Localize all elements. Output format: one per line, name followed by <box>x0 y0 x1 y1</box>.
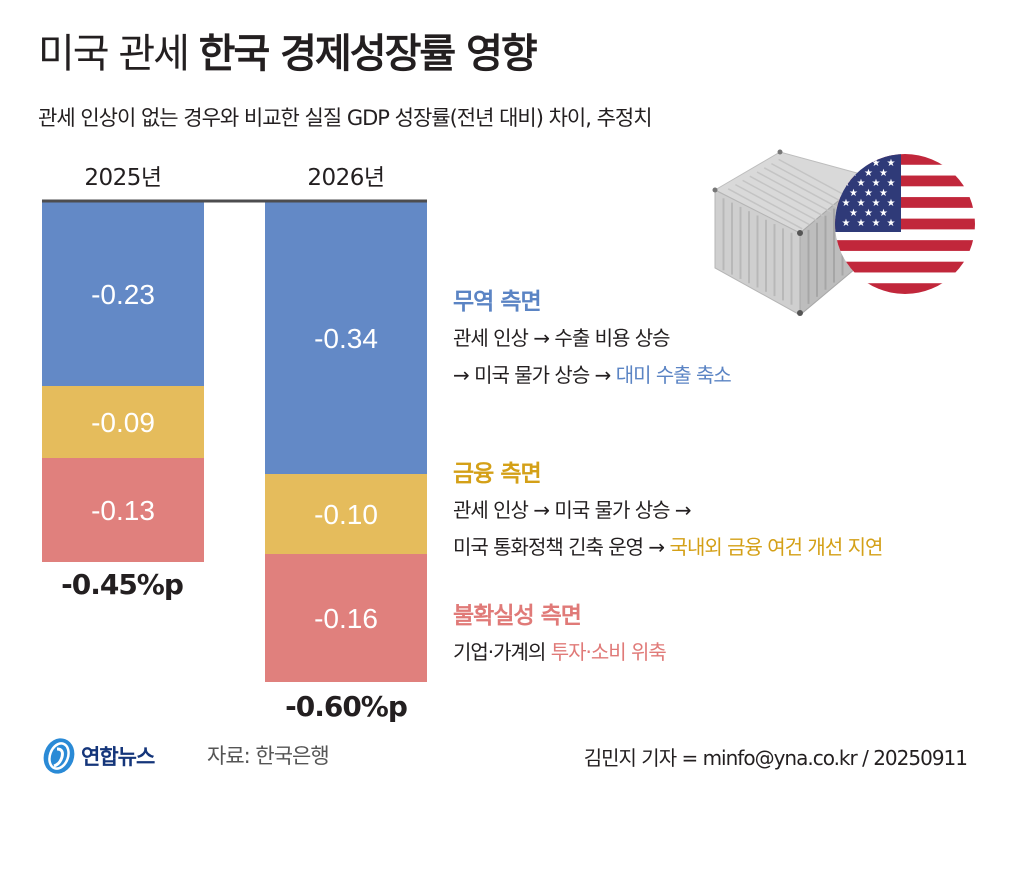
svg-text:★: ★ <box>887 218 896 229</box>
bar-segment-trade-2026 <box>265 202 427 474</box>
annotation-uncertainty-line1: 기업·가계의 투자·소비 위축 <box>453 636 667 665</box>
svg-text:★: ★ <box>849 188 858 199</box>
svg-text:★: ★ <box>864 188 873 199</box>
svg-text:★: ★ <box>842 198 851 209</box>
bar-value-label-finance-2025: -0.09 <box>91 407 155 438</box>
svg-text:★: ★ <box>879 208 888 219</box>
yonhap-logo: 연합뉴스 <box>40 737 155 775</box>
svg-text:★: ★ <box>842 218 851 229</box>
bar-segment-finance-2026 <box>265 474 427 554</box>
source-note: 자료: 한국은행 <box>207 744 330 768</box>
annotation-trade-highlight: 대미 수출 축소 <box>615 363 732 387</box>
annotation-uncertainty-line1-plain: 기업·가계의 <box>453 640 551 664</box>
svg-text:★: ★ <box>879 188 888 199</box>
svg-text:★: ★ <box>887 158 896 169</box>
bar-segment-uncertainty-2026 <box>265 554 427 682</box>
bar-value-label-uncertainty-2025: -0.13 <box>91 495 155 526</box>
annotation-finance: 금융 측면 관세 인상 → 미국 물가 상승 → 미국 통화정책 긴축 운영 →… <box>453 454 884 560</box>
annotation-trade: 무역 측면 관세 인상 → 수출 비용 상승 → 미국 물가 상승 → 대미 수… <box>453 282 732 388</box>
svg-text:★: ★ <box>857 178 866 189</box>
svg-text:★: ★ <box>879 168 888 179</box>
svg-text:★: ★ <box>842 158 851 169</box>
yonhap-logo-icon <box>43 738 75 774</box>
bar-value-label-trade-2026: -0.34 <box>314 323 378 354</box>
svg-text:★: ★ <box>857 218 866 229</box>
year-label-2026: 2026년 <box>307 165 385 191</box>
svg-text:★: ★ <box>864 168 873 179</box>
annotation-finance-title: 금융 측면 <box>453 461 542 487</box>
svg-text:★: ★ <box>887 198 896 209</box>
svg-text:★: ★ <box>857 198 866 209</box>
total-2026: -0.60%p <box>285 690 408 723</box>
annotation-finance-line2: 미국 통화정책 긴축 운영 → 국내외 금융 여건 개선 지연 <box>453 531 884 560</box>
svg-text:★: ★ <box>872 218 881 229</box>
annotation-uncertainty-highlight: 투자·소비 위축 <box>550 640 667 664</box>
svg-text:★: ★ <box>872 198 881 209</box>
yonhap-logo-text: 연합뉴스 <box>81 745 155 769</box>
bar-segment-finance-2025 <box>42 386 204 458</box>
bar-value-label-finance-2026: -0.10 <box>314 499 378 530</box>
svg-text:★: ★ <box>849 208 858 219</box>
bars-group <box>42 202 427 682</box>
annotation-uncertainty: 불확실성 측면 기업·가계의 투자·소비 위축 <box>453 596 667 665</box>
annotation-trade-title: 무역 측면 <box>453 289 542 315</box>
annotation-trade-line1: 관세 인상 → 수출 비용 상승 <box>453 326 671 350</box>
credit-line: 김민지 기자 = minfo@yna.co.kr / 20250911 <box>583 746 968 770</box>
bar-segment-trade-2025 <box>42 202 204 386</box>
total-2025: -0.45%p <box>61 568 184 601</box>
title-light: 미국 관세 <box>38 31 190 77</box>
svg-text:★: ★ <box>887 178 896 189</box>
annotation-trade-line2-plain: → 미국 물가 상승 → <box>453 363 616 387</box>
page-title: 미국 관세 한국 경제성장률 영향 <box>38 31 538 77</box>
annotation-finance-line1: 관세 인상 → 미국 물가 상승 → <box>453 498 692 522</box>
us-flag-icon: ★★★★★★★★★★★★★★★★★★★★★★★★★ <box>835 154 975 294</box>
bar-value-label-trade-2025: -0.23 <box>91 279 155 310</box>
year-label-2025: 2025년 <box>84 165 162 191</box>
subtitle: 관세 인상이 없는 경우와 비교한 실질 GDP 성장률(전년 대비) 차이, … <box>38 106 653 130</box>
annotation-finance-line2-plain: 미국 통화정책 긴축 운영 → <box>453 535 670 559</box>
annotation-finance-highlight: 국내외 금융 여건 개선 지연 <box>669 535 884 559</box>
svg-text:★: ★ <box>872 158 881 169</box>
bar-segment-uncertainty-2025 <box>42 458 204 562</box>
annotation-trade-line2: → 미국 물가 상승 → 대미 수출 축소 <box>453 359 732 388</box>
svg-text:★: ★ <box>872 178 881 189</box>
annotation-uncertainty-title: 불확실성 측면 <box>453 603 582 629</box>
svg-text:★: ★ <box>864 208 873 219</box>
bar-labels-group: -0.23 -0.09 -0.13 -0.34 -0.10 -0.16 <box>91 279 378 634</box>
bar-value-label-uncertainty-2026: -0.16 <box>314 603 378 634</box>
title-bold: 한국 경제성장률 영향 <box>198 31 538 77</box>
